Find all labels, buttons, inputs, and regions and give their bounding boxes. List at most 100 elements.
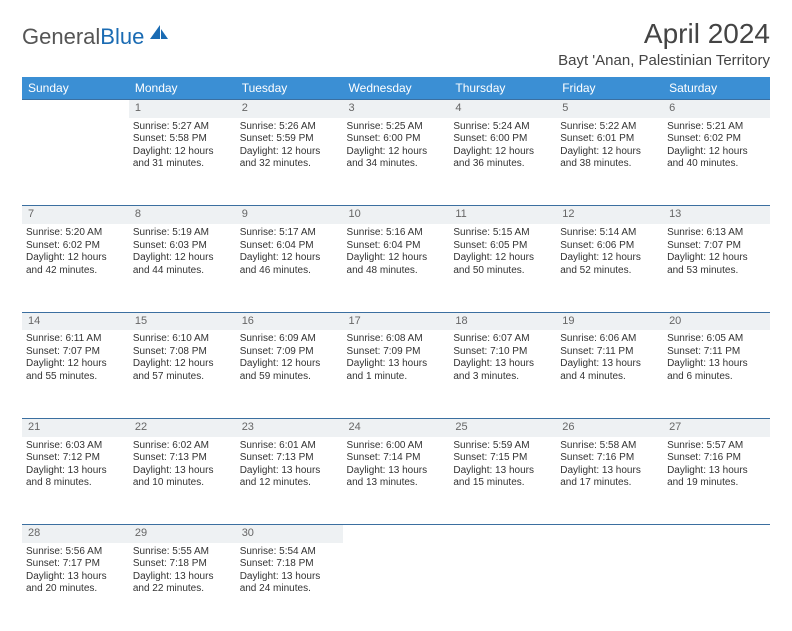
day-number: 12: [556, 206, 663, 224]
day-cell-line: Sunrise: 5:24 AM: [453, 121, 552, 134]
day-cell-line: Sunrise: 5:21 AM: [667, 121, 766, 134]
day-cell-line: Sunset: 6:01 PM: [560, 133, 659, 146]
day-cell: [449, 543, 556, 631]
day-number: 21: [22, 418, 129, 436]
day-cell-line: Sunrise: 5:56 AM: [26, 546, 125, 559]
day-cell-line: Sunrise: 5:22 AM: [560, 121, 659, 134]
day-cell-line: Daylight: 12 hours: [453, 252, 552, 265]
day-cell-line: Sunset: 7:09 PM: [347, 346, 446, 359]
day-cell: Sunrise: 5:15 AMSunset: 6:05 PMDaylight:…: [449, 224, 556, 312]
day-cell: Sunrise: 5:22 AMSunset: 6:01 PMDaylight:…: [556, 118, 663, 206]
day-cell: Sunrise: 5:19 AMSunset: 6:03 PMDaylight:…: [129, 224, 236, 312]
day-cell-line: and 12 minutes.: [240, 477, 339, 490]
day-cell-line: Daylight: 12 hours: [453, 146, 552, 159]
day-cell-line: and 22 minutes.: [133, 583, 232, 596]
day-cell-line: Sunrise: 5:55 AM: [133, 546, 232, 559]
day-cell-line: Sunset: 5:59 PM: [240, 133, 339, 146]
day-cell-line: and 55 minutes.: [26, 371, 125, 384]
day-cell-line: and 31 minutes.: [133, 158, 232, 171]
day-cell: Sunrise: 5:14 AMSunset: 6:06 PMDaylight:…: [556, 224, 663, 312]
day-data-row: Sunrise: 5:27 AMSunset: 5:58 PMDaylight:…: [22, 118, 770, 206]
day-cell-line: and 57 minutes.: [133, 371, 232, 384]
day-number: 20: [663, 312, 770, 330]
day-cell: Sunrise: 5:24 AMSunset: 6:00 PMDaylight:…: [449, 118, 556, 206]
day-cell-line: Sunrise: 5:59 AM: [453, 440, 552, 453]
day-header: Wednesday: [343, 77, 450, 100]
day-cell-line: and 4 minutes.: [560, 371, 659, 384]
title-block: April 2024 Bayt 'Anan, Palestinian Terri…: [558, 18, 770, 69]
logo-text-general: General: [22, 24, 100, 50]
day-cell: [663, 543, 770, 631]
day-cell-line: Sunrise: 6:07 AM: [453, 333, 552, 346]
day-cell-line: and 53 minutes.: [667, 265, 766, 278]
day-cell-line: Sunrise: 6:13 AM: [667, 227, 766, 240]
sail-icon: [148, 21, 170, 47]
day-cell-line: Daylight: 13 hours: [667, 358, 766, 371]
day-cell-line: Daylight: 13 hours: [347, 358, 446, 371]
day-cell-line: Sunrise: 5:27 AM: [133, 121, 232, 134]
day-number: 19: [556, 312, 663, 330]
day-number: 18: [449, 312, 556, 330]
day-cell: Sunrise: 6:01 AMSunset: 7:13 PMDaylight:…: [236, 437, 343, 525]
day-cell-line: Sunrise: 5:58 AM: [560, 440, 659, 453]
day-number-row: 21222324252627: [22, 418, 770, 436]
day-header: Friday: [556, 77, 663, 100]
day-cell: Sunrise: 5:59 AMSunset: 7:15 PMDaylight:…: [449, 437, 556, 525]
day-cell-line: Daylight: 13 hours: [26, 465, 125, 478]
day-cell-line: Daylight: 12 hours: [560, 146, 659, 159]
day-cell-line: and 42 minutes.: [26, 265, 125, 278]
day-cell-line: Daylight: 13 hours: [133, 571, 232, 584]
day-cell: Sunrise: 5:17 AMSunset: 6:04 PMDaylight:…: [236, 224, 343, 312]
day-number: 16: [236, 312, 343, 330]
day-cell: Sunrise: 6:06 AMSunset: 7:11 PMDaylight:…: [556, 330, 663, 418]
day-cell-line: Sunset: 7:08 PM: [133, 346, 232, 359]
day-cell-line: Daylight: 13 hours: [453, 358, 552, 371]
day-cell: Sunrise: 5:58 AMSunset: 7:16 PMDaylight:…: [556, 437, 663, 525]
day-cell-line: Sunrise: 5:57 AM: [667, 440, 766, 453]
day-cell-line: Daylight: 12 hours: [133, 252, 232, 265]
day-number: 7: [22, 206, 129, 224]
day-cell-line: and 20 minutes.: [26, 583, 125, 596]
day-cell-line: Daylight: 12 hours: [240, 252, 339, 265]
day-cell: Sunrise: 6:13 AMSunset: 7:07 PMDaylight:…: [663, 224, 770, 312]
day-cell-line: Daylight: 13 hours: [560, 465, 659, 478]
day-cell-line: and 32 minutes.: [240, 158, 339, 171]
day-number: [556, 525, 663, 543]
day-cell: Sunrise: 5:20 AMSunset: 6:02 PMDaylight:…: [22, 224, 129, 312]
day-cell-line: Sunset: 6:04 PM: [347, 240, 446, 253]
day-cell-line: and 24 minutes.: [240, 583, 339, 596]
day-cell-line: Sunset: 7:10 PM: [453, 346, 552, 359]
month-title: April 2024: [558, 18, 770, 50]
day-number: 10: [343, 206, 450, 224]
day-number: [22, 100, 129, 118]
day-cell-line: Sunset: 7:11 PM: [667, 346, 766, 359]
day-number: 13: [663, 206, 770, 224]
day-cell-line: and 1 minute.: [347, 371, 446, 384]
day-cell-line: Sunrise: 6:11 AM: [26, 333, 125, 346]
day-cell: [343, 543, 450, 631]
day-cell-line: Sunrise: 5:54 AM: [240, 546, 339, 559]
day-cell-line: Daylight: 12 hours: [26, 358, 125, 371]
day-cell-line: and 38 minutes.: [560, 158, 659, 171]
day-cell-line: Daylight: 12 hours: [240, 358, 339, 371]
day-number: 2: [236, 100, 343, 118]
day-cell: Sunrise: 6:00 AMSunset: 7:14 PMDaylight:…: [343, 437, 450, 525]
day-cell-line: Sunrise: 5:17 AM: [240, 227, 339, 240]
day-cell-line: and 59 minutes.: [240, 371, 339, 384]
day-cell-line: Sunset: 6:05 PM: [453, 240, 552, 253]
day-cell-line: Sunrise: 5:14 AM: [560, 227, 659, 240]
day-cell-line: Sunset: 7:16 PM: [560, 452, 659, 465]
day-cell-line: Sunset: 7:11 PM: [560, 346, 659, 359]
day-cell-line: Sunset: 7:07 PM: [667, 240, 766, 253]
day-cell-line: Daylight: 13 hours: [240, 465, 339, 478]
day-number: [343, 525, 450, 543]
day-cell-line: Sunset: 6:04 PM: [240, 240, 339, 253]
day-cell-line: Sunset: 7:16 PM: [667, 452, 766, 465]
day-cell-line: Sunset: 6:00 PM: [453, 133, 552, 146]
day-cell-line: Sunrise: 6:08 AM: [347, 333, 446, 346]
day-cell-line: and 15 minutes.: [453, 477, 552, 490]
day-cell-line: Sunrise: 6:02 AM: [133, 440, 232, 453]
day-cell-line: Sunset: 7:13 PM: [133, 452, 232, 465]
day-number: 9: [236, 206, 343, 224]
day-cell-line: Daylight: 12 hours: [560, 252, 659, 265]
